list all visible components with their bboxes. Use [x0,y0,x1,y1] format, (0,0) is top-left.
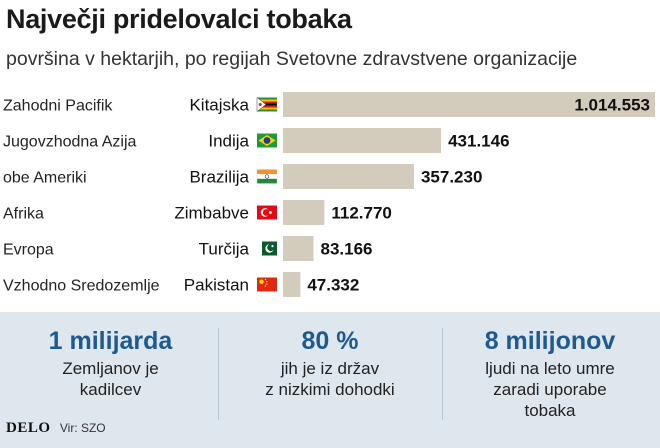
stat-value: 80 % [301,327,359,355]
delo-logo: DELO [6,420,51,436]
country-label: Indija [208,132,249,151]
chart-row: Zahodni Pacifik Kitajska 1.014.553 [3,92,655,117]
stat-deaths: 8 milijonov ljudi na leto umre zaradi up… [448,326,652,421]
bar [283,164,414,189]
turkey-flag-icon [257,205,277,220]
stat-value: 8 milijonov [484,327,616,355]
bar [283,236,314,261]
chart-row: Vzhodno Sredozemlje Pakistan 47.332 [3,272,359,297]
region-label: Afrika [3,206,44,223]
country-label: Pakistan [184,276,249,295]
stat-desc-line: kadilcev [79,380,142,399]
stat-description: Zemljanov je kadilcev [8,358,213,400]
stats-divider [442,328,443,420]
stat-desc-line: Zemljanov je [62,359,159,378]
source-note: Vir: SZO [59,421,106,435]
data-label: 83.166 [320,240,372,259]
zimbabwe-flag-icon [256,97,277,112]
data-label: 112.770 [331,204,392,223]
stats-panel: 1 milijarda Zemljanov je kadilcev 80 % j… [0,312,660,448]
stat-desc-line: z nizkimi dohodki [265,380,395,399]
stats-divider [218,328,219,420]
region-label: Evropa [3,242,54,259]
pakistan-flag-icon [257,241,277,256]
stat-desc-line: jih je iz držav [280,359,380,378]
bar [283,272,301,297]
stat-smokers: 1 milijarda Zemljanov je kadilcev [8,326,213,400]
region-label: Vzhodno Sredozemlje [3,278,160,295]
region-label: obe Ameriki [3,170,87,187]
stat-description: ljudi na leto umre zaradi uporabe tobaka [448,358,652,421]
bar-chart: Zahodni Pacifik Kitajska 1.014.553 Jugovzho… [3,92,655,297]
stat-desc-line: ljudi na leto umre [485,359,615,378]
bar [283,128,442,153]
footer: DELO Vir: SZO [6,420,106,437]
page-title: Največji pridelovalci tobaka [6,4,352,34]
page-subtitle: površina v hektarjih, po regijah Svetovn… [6,48,578,70]
brazil-flag-icon [257,133,277,148]
bar [283,200,325,225]
country-label: Zimbabve [174,204,249,223]
china-flag-icon [257,277,277,292]
stat-description: jih je iz držav z nizkimi dohodki [224,358,436,400]
data-label: 357.230 [421,168,482,187]
country-label: Kitajska [189,96,249,115]
region-label: Zahodni Pacifik [3,98,113,115]
data-label: 431.146 [448,132,509,151]
data-label: 47.332 [307,276,359,295]
stat-desc-line: zaradi uporabe [493,380,607,399]
country-label: Turčija [199,240,250,259]
bar [283,92,655,117]
data-label: 1.014.553 [574,96,650,115]
chart-row: Afrika Zimbabve 112.770 [3,200,392,225]
region-label: Jugovzhodna Azija [3,134,137,151]
chart-row: Evropa Turčija 83.166 [3,236,372,261]
chart-row: Jugovzhodna Azija Indija 431.146 [3,128,510,153]
stat-value: 1 milijarda [48,327,173,355]
india-flag-icon [256,169,278,184]
stat-low-income: 80 % jih je iz držav z nizkimi dohodki [224,326,436,400]
country-label: Brazilija [189,168,249,187]
stat-desc-line: tobaka [524,401,576,420]
chart-row: obe Ameriki Brazilija 357.230 [3,164,482,189]
